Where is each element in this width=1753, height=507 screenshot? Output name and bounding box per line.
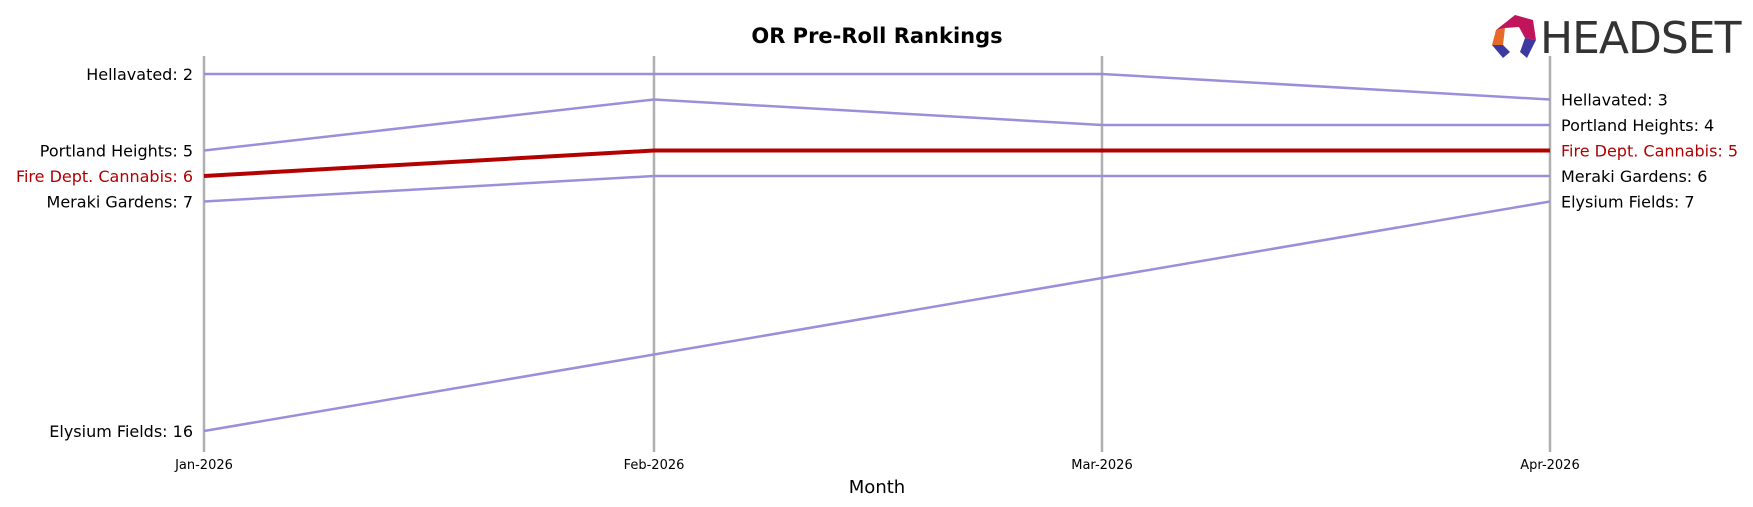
start-label: Portland Heights: 5 <box>40 142 193 161</box>
start-label: Elysium Fields: 16 <box>49 422 193 441</box>
label-layer: Hellavated: 2 Hellavated: 3 Portland Heigh… <box>16 65 1738 441</box>
end-label: Portland Heights: 4 <box>1561 116 1714 135</box>
x-tick-label: Feb-2026 <box>624 458 685 473</box>
series-line <box>204 72 1551 101</box>
headset-logo-icon <box>1492 15 1536 58</box>
series-line <box>203 148 1550 178</box>
start-label: Hellavated: 2 <box>86 65 193 84</box>
series-line <box>203 200 1551 433</box>
end-label: Meraki Gardens: 6 <box>1561 167 1707 186</box>
series-line <box>203 174 1550 203</box>
end-label: Hellavated: 3 <box>1561 91 1668 110</box>
end-label: Fire Dept. Cannabis: 5 <box>1561 142 1738 161</box>
end-label: Elysium Fields: 7 <box>1561 193 1695 212</box>
grid-layer <box>202 56 1552 452</box>
tick-layer: Jan-2026 Feb-2026 Mar-2026 Apr-2026 <box>174 458 1580 473</box>
series-line <box>203 98 1550 152</box>
headset-logo: HEADSET <box>1492 13 1743 64</box>
logo-text: HEADSET <box>1540 13 1742 64</box>
chart-title: OR Pre-Roll Rankings <box>751 24 1002 48</box>
x-axis-label: Month <box>849 477 905 498</box>
start-label: Meraki Gardens: 7 <box>47 193 193 212</box>
x-tick-label: Mar-2026 <box>1071 458 1132 473</box>
start-label: Fire Dept. Cannabis: 6 <box>16 167 193 186</box>
x-tick-label: Apr-2026 <box>1520 458 1579 473</box>
series-layer <box>203 72 1551 433</box>
x-tick-label: Jan-2026 <box>174 458 233 473</box>
